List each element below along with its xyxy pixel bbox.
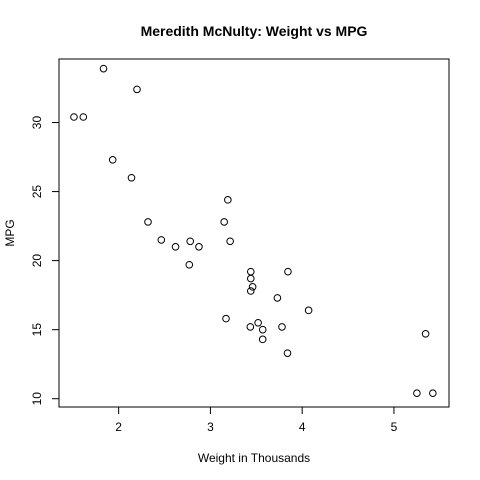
data-point-29 — [185, 260, 194, 269]
data-point-16 — [421, 330, 430, 338]
data-point-22 — [246, 323, 255, 331]
x-axis-label: Weight in Thousands — [198, 451, 310, 465]
y-tick-label: 30 — [30, 116, 44, 130]
data-point-14 — [413, 389, 421, 397]
y-tick-label: 25 — [30, 185, 44, 199]
data-point-27 — [70, 113, 78, 121]
data-point-0 — [171, 243, 180, 251]
data-point-18 — [79, 113, 88, 121]
x-axis: 2 3 4 5 — [115, 407, 398, 434]
data-point-9 — [246, 267, 255, 276]
data-point-12 — [273, 294, 282, 302]
x-tick-label: 4 — [299, 420, 306, 434]
y-tick-label: 10 — [30, 392, 44, 406]
data-point-4 — [246, 274, 255, 283]
data-point-6 — [258, 335, 267, 344]
data-point-1 — [195, 243, 203, 251]
x-tick-label: 3 — [207, 420, 214, 434]
data-point-3 — [226, 237, 234, 246]
y-axis-label: MPG — [3, 219, 17, 246]
data-points — [70, 64, 437, 397]
y-tick-label: 15 — [30, 323, 44, 337]
data-point-24 — [284, 267, 292, 276]
data-point-2 — [144, 218, 152, 226]
y-axis: 10 15 20 25 30 — [30, 116, 59, 406]
x-tick-label: 2 — [115, 420, 122, 434]
data-point-8 — [220, 218, 228, 226]
data-point-23 — [283, 349, 292, 357]
data-point-28 — [222, 314, 230, 323]
y-tick-label: 20 — [30, 254, 44, 268]
data-point-30 — [258, 325, 267, 334]
data-point-25 — [108, 156, 117, 164]
data-point-19 — [99, 64, 108, 73]
data-point-21 — [254, 318, 262, 327]
data-point-15 — [429, 389, 437, 397]
data-point-31 — [186, 237, 195, 246]
data-point-20 — [157, 236, 166, 244]
chart-title: Meredith McNulty: Weight vs MPG — [141, 23, 368, 39]
data-point-11 — [304, 306, 313, 315]
data-point-10 — [246, 287, 255, 295]
data-point-17 — [133, 85, 141, 94]
x-tick-label: 5 — [391, 420, 398, 434]
data-point-26 — [127, 173, 136, 182]
plot-frame — [58, 58, 450, 408]
data-point-5 — [248, 283, 257, 291]
data-point-7 — [224, 196, 232, 204]
data-point-13 — [278, 323, 286, 331]
